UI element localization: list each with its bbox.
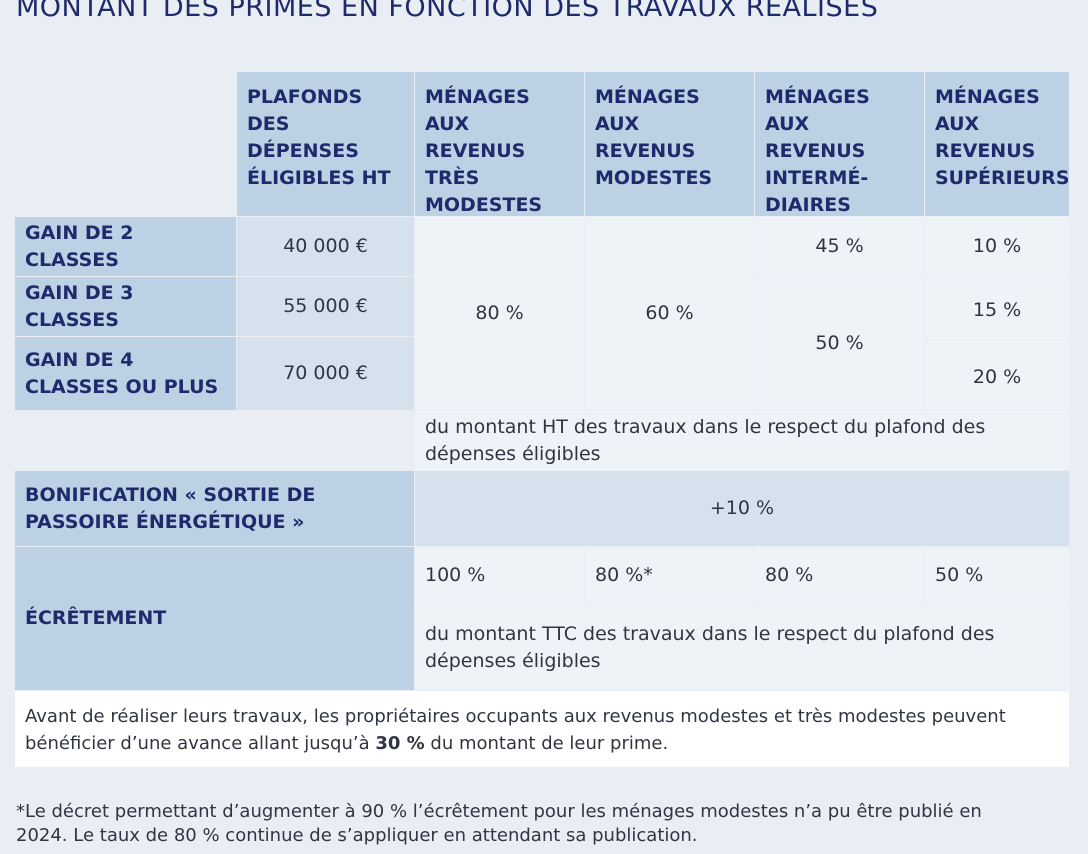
footer-text: Avant de réaliser leurs travaux, les pro… [25,706,1006,754]
rate: 50 % [755,277,924,410]
ecretement-value: 80 % [755,547,924,604]
rate: 80 % [415,217,584,410]
bonification-value: +10 % [415,471,1069,546]
ecretement-label: ÉCRÊTEMENT [15,547,414,690]
plafond: 40 000 € [237,217,414,276]
ecretement-value: 100 % [415,547,584,604]
header-cell: MÉNAGES AUX REVENUS INTERMÉ-DIAIRES [755,72,924,216]
header-cell: MÉNAGES AUX REVENUS SUPÉRIEURS [925,72,1069,216]
bonification-label: BONIFICATION « SORTIE DE PASSOIRE ÉNERGÉ… [15,471,414,546]
plafond: 70 000 € [237,337,414,410]
ecretement-note: du montant TTC des travaux dans le respe… [415,605,1069,690]
title: MONTANT DES PRIMES EN FONCTION DES TRAVA… [16,0,879,23]
footer-note: Avant de réaliser leurs travaux, les pro… [15,691,1069,767]
ecretement-value: 80 %* [585,547,754,604]
footer-highlight: 30 % [375,733,425,754]
ecretement-value: 50 % [925,547,1069,604]
rates-note: du montant HT des travaux dans le respec… [415,411,1069,470]
rate: 60 % [585,217,754,410]
rate: 10 % [925,217,1069,276]
rate: 45 % [755,217,924,276]
row-label: GAIN DE 4 CLASSES OU PLUS [15,337,236,410]
rate: 15 % [925,277,1069,343]
row-label: GAIN DE 2 CLASSES [15,217,236,276]
header-cell: MÉNAGES AUX REVENUS TRÈS MODESTES [415,72,584,216]
header-cell: MÉNAGES AUX REVENUS MODESTES [585,72,754,216]
rate: 20 % [925,344,1069,410]
header-cell: PLAFONDS DES DÉPENSES ÉLIGIBLES HT [237,72,414,216]
plafond: 55 000 € [237,277,414,336]
footnote: *Le décret permettant d’augmenter à 90 %… [16,801,982,846]
footer-text: du montant de leur prime. [424,733,669,754]
row-label: GAIN DE 3 CLASSES [15,277,236,336]
